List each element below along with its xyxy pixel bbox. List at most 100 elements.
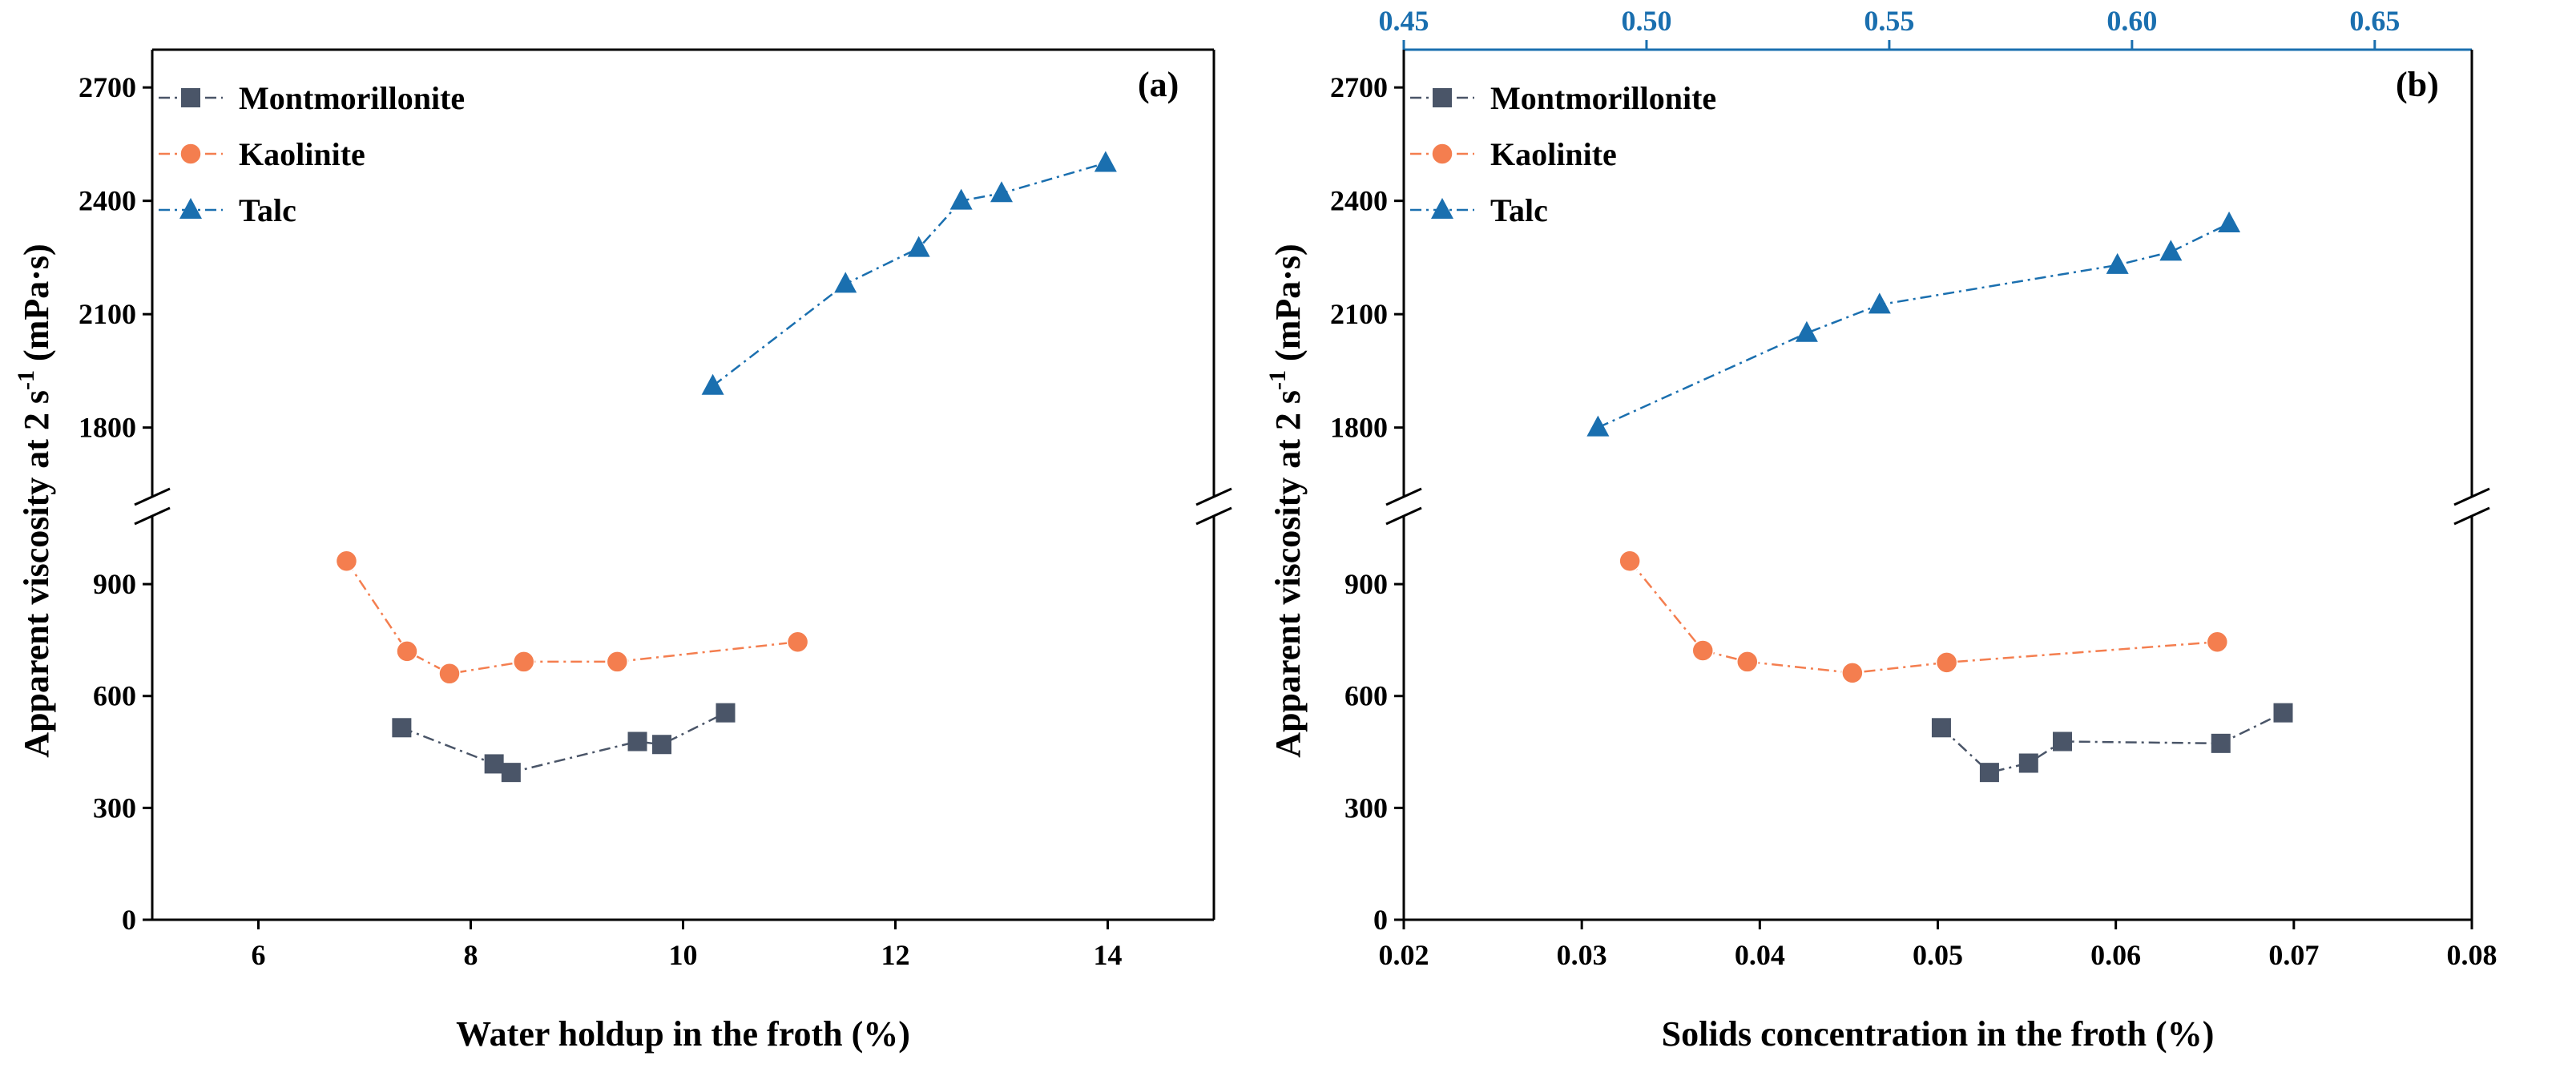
data-point-kaolinite	[1691, 639, 1714, 662]
y-axis-title-main: Apparent viscosity at 2 s	[1268, 390, 1308, 758]
panel-label: (a)	[1138, 65, 1179, 104]
data-point-talc	[949, 188, 973, 210]
panel-label: (b)	[2396, 65, 2439, 104]
x-tick-label: 0.05	[1913, 939, 1963, 971]
y-axis-title-unit: (mPa·s)	[1268, 244, 1308, 370]
x-tick-label: 6	[252, 939, 266, 971]
axis-break-mark	[2453, 506, 2490, 526]
series-line-kaolinite	[345, 560, 798, 675]
data-point-kaolinite	[2206, 631, 2229, 653]
y-tick-label: 2700	[1330, 71, 1388, 103]
y-tick-label: 2400	[1330, 185, 1388, 217]
legend: Montmorillonite Kaolinite Talc	[1410, 80, 1716, 228]
data-point-kaolinite	[606, 651, 629, 673]
x-axis-title: Solids concentration in the froth (%)	[1662, 1014, 2215, 1054]
data-point-kaolinite	[335, 550, 358, 572]
axis-break-mark	[134, 487, 171, 506]
legend-label: Talc	[1490, 192, 1548, 228]
legend-marker	[179, 143, 202, 165]
x-tick-label: 14	[1094, 939, 1123, 971]
y-tick-label: 300	[93, 792, 136, 824]
axis-break-mark	[2453, 487, 2490, 506]
top-x-ticks: 0.45 0.50 0.55 0.60 0.65	[1379, 5, 2400, 50]
data-point-kaolinite	[1935, 651, 1958, 674]
y-axis-title-superscript: -1	[1264, 370, 1291, 390]
data-point-montmorillonite	[652, 735, 671, 755]
legend-marker	[1431, 143, 1453, 165]
x-ticks: 0.02 0.03 0.04 0.05 0.06 0.07 0.08	[1379, 920, 2497, 971]
y-tick-label: 0	[122, 904, 136, 936]
x-tick-label: 0.03	[1557, 939, 1607, 971]
y-tick-label: 1800	[1330, 412, 1388, 444]
x-tick-label: 0.06	[2090, 939, 2141, 971]
series-line-montmorillonite	[401, 711, 727, 774]
series-line-kaolinite	[1629, 560, 2218, 675]
y-tick-label: 600	[1344, 680, 1388, 712]
y-axis-title: Apparent viscosity at 2 s-1 (mPa·s)	[13, 244, 56, 757]
y-ticks: 0 300 600 900 1800 2100 2400 2700	[1330, 71, 1404, 936]
axis-break-mark	[134, 506, 171, 526]
y-axis-title-superscript: -1	[13, 370, 39, 390]
data-point-montmorillonite	[2273, 703, 2293, 723]
axis-break-mark	[1195, 487, 1232, 506]
axis-break-mark	[1385, 506, 1422, 526]
y-ticks: 0 300 600 900 1800 2100 2400 2700	[79, 71, 152, 936]
legend-label: Talc	[239, 192, 296, 228]
data-point-montmorillonite	[2018, 753, 2038, 773]
y-tick-label: 2100	[79, 298, 136, 330]
top-tick-label: 0.65	[2349, 5, 2400, 37]
series-talc	[1586, 211, 2241, 437]
data-point-montmorillonite	[627, 731, 647, 752]
legend: Montmorillonite Kaolinite Talc	[159, 80, 465, 228]
y-tick-label: 300	[1344, 792, 1388, 824]
legend-marker	[179, 198, 202, 219]
x-ticks: 6 8 10 12 14	[252, 920, 1123, 971]
x-tick-label: 8	[464, 939, 478, 971]
legend-marker	[181, 88, 200, 107]
y-tick-label: 1800	[79, 412, 136, 444]
y-tick-label: 600	[93, 680, 136, 712]
legend-label: Montmorillonite	[1490, 80, 1716, 116]
axis-break-mark	[1195, 506, 1232, 526]
series-kaolinite	[1619, 550, 2229, 684]
data-point-kaolinite	[1619, 550, 1641, 572]
data-point-talc	[2106, 252, 2129, 274]
y-axis-title-main: Apparent viscosity at 2 s	[17, 390, 56, 758]
data-point-kaolinite	[1736, 651, 1759, 673]
x-tick-label: 0.04	[1735, 939, 1785, 971]
y-axis-title-unit: (mPa·s)	[17, 244, 56, 370]
top-tick-label: 0.50	[1621, 5, 1671, 37]
y-tick-label: 2400	[79, 185, 136, 217]
panel-a: 0 300 600 900 1800 2100 2400 2700 6 8 10 12 14 Water …	[13, 48, 1232, 1054]
data-point-talc	[701, 373, 724, 395]
data-point-talc	[907, 236, 930, 257]
axis-break-mark	[1385, 487, 1422, 506]
y-tick-label: 2100	[1330, 298, 1388, 330]
data-point-talc	[1094, 151, 1117, 172]
top-tick-label: 0.55	[1864, 5, 1914, 37]
x-tick-label: 0.08	[2447, 939, 2497, 971]
series-line-talc	[1597, 222, 2230, 429]
data-point-talc	[834, 272, 857, 293]
x-tick-label: 0.07	[2268, 939, 2319, 971]
data-point-kaolinite	[513, 651, 535, 673]
data-point-montmorillonite	[484, 754, 504, 774]
data-point-montmorillonite	[501, 763, 521, 783]
data-point-montmorillonite	[716, 703, 736, 723]
data-point-montmorillonite	[2053, 731, 2073, 752]
y-tick-label: 900	[1344, 568, 1388, 600]
legend-marker	[1431, 198, 1453, 219]
data-point-talc	[990, 181, 1013, 203]
legend-label: Kaolinite	[239, 136, 365, 172]
legend-label: Montmorillonite	[239, 80, 465, 116]
series-line-talc	[712, 162, 1107, 387]
y-tick-label: 2700	[79, 71, 136, 103]
data-point-kaolinite	[438, 663, 461, 685]
data-point-kaolinite	[396, 640, 418, 663]
series-kaolinite	[335, 550, 809, 685]
y-axis-title: Apparent viscosity at 2 s-1 (mPa·s)	[1264, 244, 1308, 757]
data-point-montmorillonite	[1931, 718, 1951, 738]
data-point-talc	[1868, 292, 1891, 314]
